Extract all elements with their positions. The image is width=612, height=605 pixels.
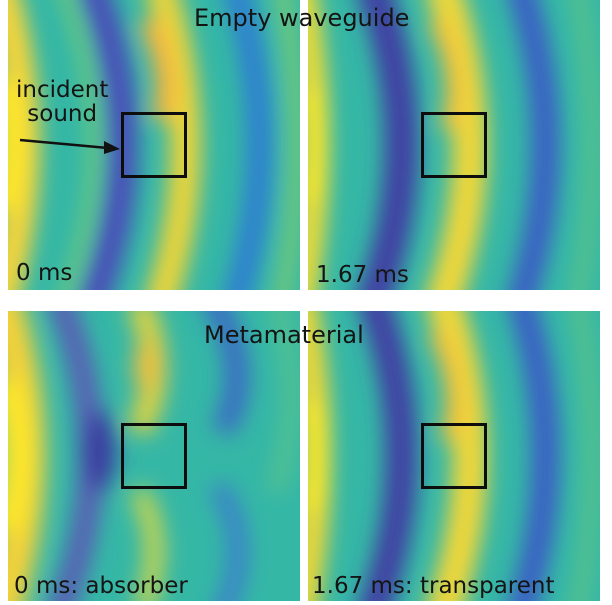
field-map-metamaterial-0ms	[8, 311, 300, 601]
incident-arrow-icon	[19, 138, 120, 154]
section-title-empty-waveguide: Empty waveguide	[194, 4, 410, 32]
panel-empty-0ms: 0 ms	[8, 0, 300, 290]
section-title-metamaterial: Metamaterial	[204, 321, 364, 349]
panel-time-label: 1.67 ms: transparent	[312, 573, 555, 599]
scatterer-region-box	[121, 112, 187, 178]
panel-time-label: 0 ms: absorber	[14, 573, 188, 599]
field-map-empty-0ms	[8, 0, 300, 290]
incident-label-line1: incident	[16, 77, 109, 103]
field-map-empty-167ms	[308, 0, 600, 290]
field-map-metamaterial-167ms	[308, 311, 600, 601]
incident-label-line2: sound	[27, 101, 98, 128]
panel-time-label: 0 ms	[16, 260, 73, 286]
scatterer-region-box	[421, 112, 487, 178]
incident-sound-annotation: incident sound	[16, 78, 108, 126]
scatterer-region-box	[421, 423, 487, 489]
panel-empty-167ms: 1.67 ms	[308, 0, 600, 290]
panel-metamaterial-167ms: 1.67 ms: transparent	[308, 311, 600, 601]
scatterer-region-box	[121, 423, 187, 489]
panel-time-label: 1.67 ms	[316, 262, 409, 288]
panel-metamaterial-0ms: 0 ms: absorber	[8, 311, 300, 601]
